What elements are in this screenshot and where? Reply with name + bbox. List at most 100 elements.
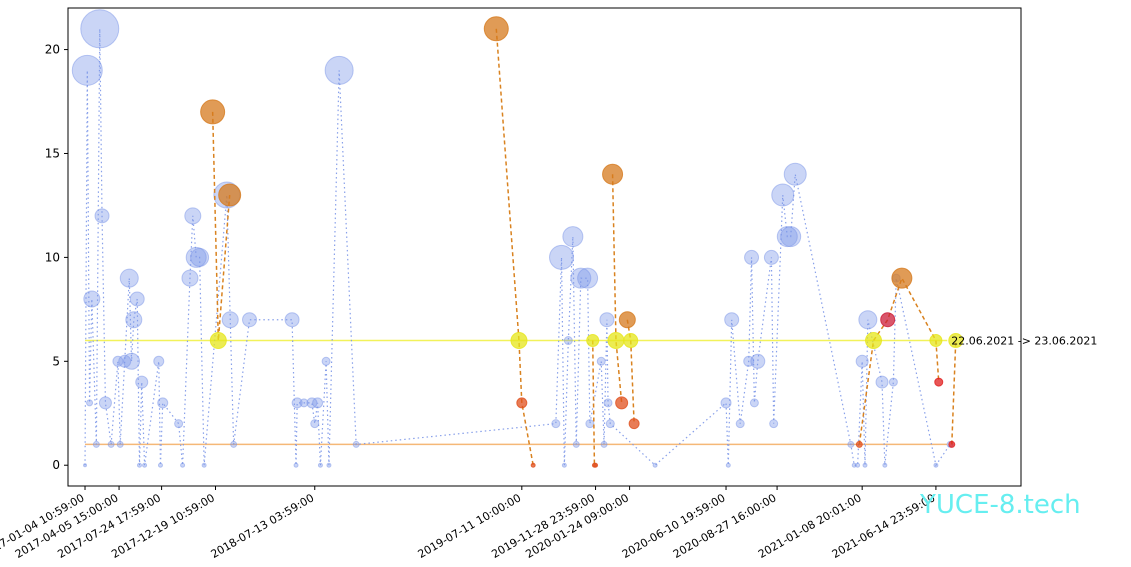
- history-point: [92, 440, 100, 448]
- highlight-point: [209, 332, 227, 350]
- history-point: [107, 440, 115, 448]
- history-point: [157, 397, 169, 409]
- highlight-line: [858, 276, 940, 445]
- history-point: [157, 462, 163, 468]
- history-point: [299, 398, 309, 408]
- history-point: [284, 312, 300, 328]
- watermark: YUCE-8.tech: [920, 490, 1081, 520]
- history-point: [184, 207, 202, 225]
- y-tick-label: 10: [45, 250, 60, 264]
- history-point: [562, 226, 584, 248]
- highlight-point: [948, 440, 956, 448]
- history-point: [551, 419, 561, 429]
- history-point: [317, 462, 323, 468]
- history-point: [549, 244, 575, 270]
- history-point: [94, 208, 110, 224]
- history-point: [783, 162, 807, 186]
- history-point: [725, 462, 731, 468]
- x-tick-label: 2018-07-13 03:59:00: [209, 491, 317, 561]
- history-point: [888, 377, 898, 387]
- history-point: [83, 290, 101, 308]
- history-point: [71, 54, 103, 86]
- highlight-point: [628, 418, 640, 430]
- highlight-point: [934, 377, 944, 387]
- annotation-label: 22.06.2021 -> 23.06.2021: [951, 335, 1097, 348]
- highlight-point: [586, 334, 600, 348]
- history-point: [310, 419, 320, 429]
- history-point: [293, 462, 299, 468]
- history-point: [882, 462, 888, 468]
- history-point: [596, 356, 606, 366]
- history-point: [83, 463, 88, 468]
- history-point: [750, 353, 766, 369]
- history-point: [221, 311, 239, 329]
- history-point: [577, 267, 599, 289]
- history-point: [652, 462, 658, 468]
- history-point: [112, 355, 124, 367]
- highlight-point: [948, 333, 964, 349]
- y-tick-label: 20: [45, 43, 60, 57]
- history-point: [875, 375, 889, 389]
- history-line: [84, 28, 951, 467]
- plot-frame: [67, 7, 1022, 487]
- history-point: [86, 399, 94, 407]
- history-point: [119, 268, 139, 288]
- history-point: [230, 440, 238, 448]
- history-point: [118, 354, 132, 368]
- history-point: [600, 440, 608, 448]
- highlight-line: [591, 340, 596, 466]
- highlight-point: [200, 99, 226, 125]
- y-tick-label: 15: [45, 146, 60, 160]
- history-point: [180, 462, 186, 468]
- history-point: [306, 397, 318, 409]
- history-point: [201, 462, 207, 468]
- history-point: [291, 397, 303, 409]
- history-point: [570, 267, 592, 289]
- highlight-point: [218, 183, 242, 207]
- history-point: [142, 462, 148, 468]
- history-point: [242, 312, 258, 328]
- history-point: [763, 249, 779, 265]
- history-point: [312, 397, 324, 409]
- history-point: [585, 419, 595, 429]
- history-point: [116, 440, 124, 448]
- history-point: [780, 226, 802, 248]
- highlight-point: [530, 462, 536, 468]
- history-point: [847, 440, 855, 448]
- history-point: [769, 419, 779, 429]
- history-point: [185, 246, 207, 268]
- history-point: [80, 9, 120, 49]
- highlight-line: [211, 111, 231, 341]
- highlight-line: [951, 340, 957, 445]
- highlight-point: [516, 397, 528, 409]
- highlight-point: [865, 332, 883, 350]
- history-point: [749, 398, 759, 408]
- history-point: [603, 398, 613, 408]
- history-point: [190, 247, 210, 267]
- history-point: [174, 419, 184, 429]
- highlight-point: [607, 332, 625, 350]
- highlight-point: [618, 311, 636, 329]
- history-point: [744, 249, 760, 265]
- history-point: [561, 462, 567, 468]
- history-point: [858, 310, 878, 330]
- history-point: [563, 336, 573, 346]
- history-point: [324, 55, 354, 85]
- history-point: [855, 354, 869, 368]
- history-point: [599, 312, 615, 328]
- y-tick-label: 5: [52, 354, 60, 368]
- history-point: [720, 397, 732, 409]
- history-point: [862, 462, 868, 468]
- history-point: [98, 396, 112, 410]
- highlight-point: [880, 312, 896, 328]
- history-point: [724, 312, 740, 328]
- history-point: [572, 440, 580, 448]
- history-point: [123, 352, 141, 370]
- history-point: [129, 291, 145, 307]
- x-tick-label: 2017-12-19 10:59:00: [109, 491, 217, 561]
- highlight-line: [611, 174, 623, 403]
- history-point: [735, 419, 745, 429]
- history-point: [326, 462, 332, 468]
